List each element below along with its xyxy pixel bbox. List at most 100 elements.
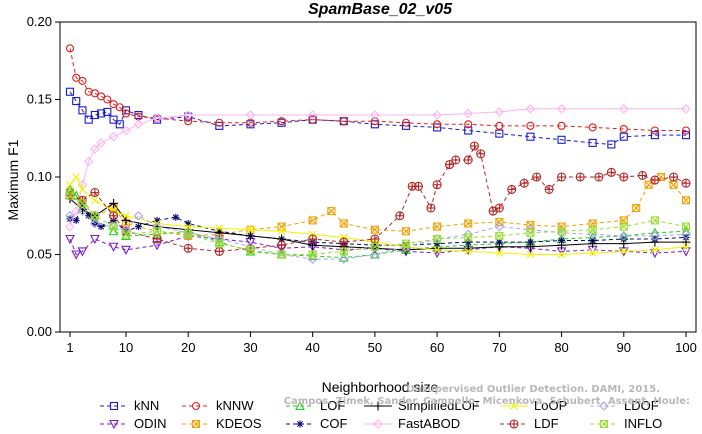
point-ldf — [370, 234, 380, 244]
y-axis-label: Maximum F1 — [5, 139, 21, 220]
point-fastabod — [556, 104, 567, 114]
x-tick-label: 80 — [554, 340, 568, 355]
x-tick-label: 40 — [305, 340, 319, 355]
point-ldf — [90, 187, 100, 198]
point-odin — [89, 234, 100, 245]
point-kdeos — [632, 203, 641, 213]
point-loop — [215, 224, 224, 233]
point-knn — [78, 106, 87, 115]
point-loop — [588, 249, 597, 257]
point-kdeos — [433, 222, 442, 231]
legend-label: LOF — [320, 398, 345, 413]
point-kdeos — [327, 207, 336, 216]
point-simplifiedlof — [494, 242, 504, 252]
point-loop — [246, 225, 255, 234]
point-knnw — [588, 123, 597, 132]
series-line-knnw — [69, 48, 686, 131]
point-inflo — [464, 233, 473, 242]
point-ldof — [65, 210, 75, 221]
point-kdeos — [401, 227, 411, 236]
point-kdeos — [339, 219, 348, 228]
legend-marker-knnw — [191, 401, 201, 411]
legend-item-simplifiedlof: SimplifiedLOF — [364, 398, 480, 413]
legend-label: LoOP — [534, 398, 567, 413]
legend-marker-inflo — [599, 419, 609, 429]
point-cof — [682, 233, 690, 241]
point-knn — [526, 132, 535, 141]
legend-item-odin: ODIN — [100, 416, 167, 431]
point-loop — [277, 227, 286, 236]
point-ldf — [109, 211, 119, 221]
point-cof — [134, 223, 142, 231]
point-fastabod — [83, 156, 94, 167]
point-ldf — [669, 172, 679, 182]
point-ldf — [445, 160, 455, 170]
point-ldf — [594, 172, 604, 182]
point-fastabod — [618, 104, 629, 114]
point-fastabod — [245, 110, 256, 120]
point-knn — [650, 131, 659, 140]
watermark: Unsupervised Outlier Detection. DAMI, 20… — [284, 384, 690, 407]
point-knn — [109, 115, 118, 124]
point-inflo — [619, 222, 628, 231]
point-ldof — [338, 254, 349, 264]
point-ldf — [650, 175, 660, 185]
series-layer — [65, 44, 691, 264]
point-loop — [66, 180, 74, 189]
point-knnw — [277, 117, 286, 126]
x-axis: 1 10 20 30 40 50 60 70 80 90 100 — [66, 332, 697, 355]
x-tick-label: 60 — [430, 340, 444, 355]
point-cof — [72, 216, 80, 224]
point-knnw — [65, 44, 75, 53]
legend-label: kNNW — [216, 398, 254, 413]
point-kdeos — [370, 225, 379, 234]
point-inflo — [215, 239, 224, 248]
point-fastabod — [108, 131, 119, 142]
y-tick-label: 0.00 — [27, 324, 52, 339]
point-kdeos — [464, 219, 473, 228]
point-ldf — [451, 155, 461, 165]
point-ldof — [681, 229, 691, 240]
series-line-fastabod — [69, 108, 686, 227]
point-knnw — [401, 118, 411, 127]
point-knn — [97, 109, 106, 118]
point-inflo — [370, 242, 379, 251]
legend-item-inflo: INFLO — [590, 416, 662, 431]
point-ldof — [525, 224, 536, 235]
point-knn — [115, 120, 124, 129]
legend-label: KDEOS — [216, 416, 262, 431]
point-ldf — [214, 246, 224, 256]
legend-marker-fastabod — [373, 419, 383, 429]
point-knn — [84, 115, 93, 124]
legend-label: SimplifiedLOF — [398, 398, 480, 413]
legend-label: INFLO — [624, 416, 662, 431]
point-ldof — [494, 221, 505, 232]
point-ldf — [681, 178, 691, 188]
x-axis-label: Neighborhood size — [322, 379, 439, 395]
point-knnw — [339, 117, 348, 126]
point-loop — [109, 207, 118, 215]
point-ldof — [77, 206, 88, 216]
point-loop — [90, 196, 99, 205]
point-ldof — [370, 249, 380, 260]
point-inflo — [308, 250, 317, 259]
point-loop — [184, 222, 193, 231]
point-simplifiedlof — [525, 242, 535, 252]
point-fastabod — [71, 206, 82, 216]
legend-item-cof: COF — [286, 416, 348, 431]
point-ldf — [426, 203, 436, 213]
point-inflo — [65, 191, 75, 200]
point-fastabod — [525, 104, 536, 114]
point-inflo — [588, 225, 597, 234]
point-knn — [72, 97, 81, 106]
point-loop — [557, 250, 566, 259]
point-inflo — [246, 245, 255, 254]
point-fastabod — [463, 108, 474, 119]
point-knnw — [557, 121, 566, 130]
point-loop — [153, 219, 162, 228]
point-knn — [433, 123, 442, 132]
legend-marker-odin — [109, 419, 119, 430]
legend-item-ldf: LDF — [500, 416, 559, 431]
legend-marker-loop — [510, 402, 518, 410]
